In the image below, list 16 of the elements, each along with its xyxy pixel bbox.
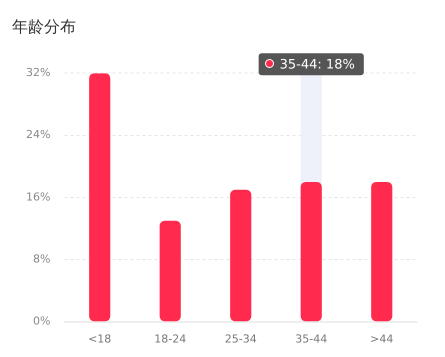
y-tick-label: 32% [26,66,50,80]
chart-title: 年龄分布 [12,16,76,36]
bar [371,182,392,322]
bar [89,73,110,322]
x-tick-label: 35-44 [295,332,328,346]
y-tick-label: 16% [26,190,50,204]
y-tick-label: 24% [26,128,50,142]
bar [230,190,252,322]
x-tick-label: 18-24 [154,332,186,346]
x-tick-label: <18 [88,332,112,346]
y-tick-label: 0% [32,314,50,328]
x-tick-label: 25-34 [224,332,257,346]
y-tick-label: 8% [32,252,50,266]
x-tick-label: >44 [370,332,394,346]
text: 35-44: 18% [280,58,355,73]
bar [160,220,181,322]
